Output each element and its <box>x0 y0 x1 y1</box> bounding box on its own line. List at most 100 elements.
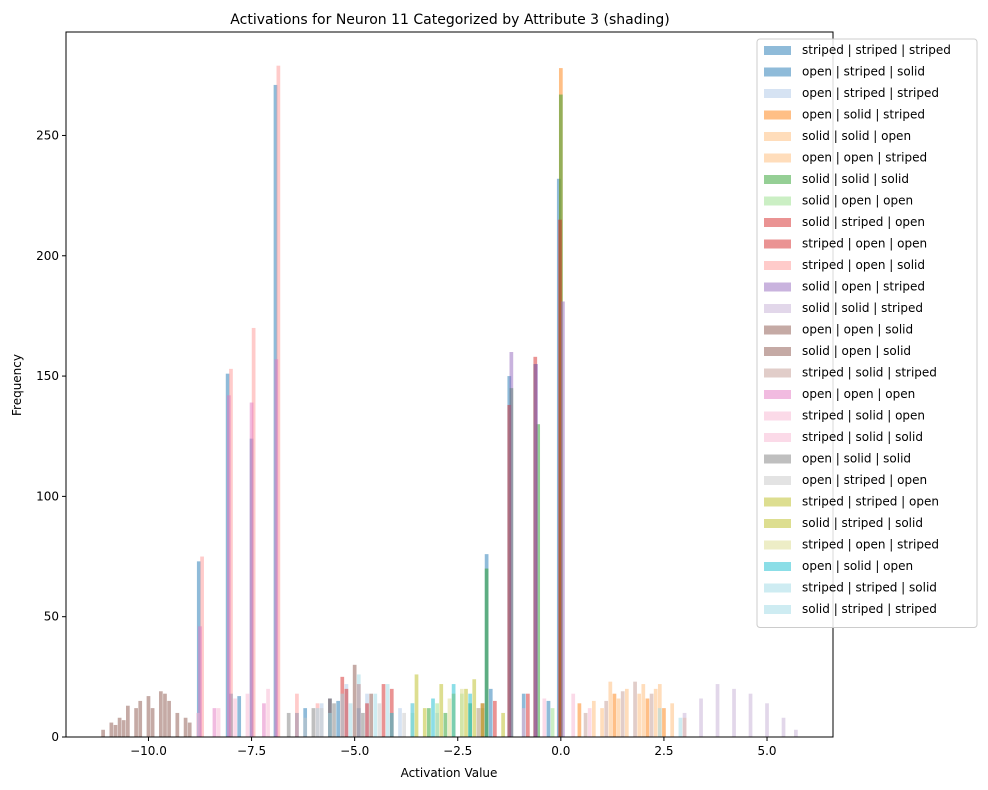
histogram-bar <box>361 712 365 737</box>
legend-swatch <box>764 583 791 593</box>
histogram-bar <box>794 729 798 737</box>
x-axis: −10.0 −7.5 −5.0 −2.5 0.0 2.5 5.0 <box>130 737 777 758</box>
histogram-bar <box>657 708 662 737</box>
legend-swatch <box>764 562 791 571</box>
legend-label: striped | open | solid <box>802 258 925 272</box>
histogram-bar <box>200 556 204 737</box>
histogram-bar <box>583 712 588 737</box>
legend-swatch <box>764 497 791 507</box>
histogram-bar <box>451 684 456 737</box>
y-tick-label: 0 <box>51 730 59 744</box>
histogram-bar <box>113 724 118 737</box>
histogram-bar <box>732 688 736 737</box>
histogram-bar <box>715 684 720 737</box>
histogram-bar <box>266 688 270 737</box>
legend-label: striped | open | striped <box>802 538 939 552</box>
histogram-bar <box>507 404 512 737</box>
histogram-bar <box>146 696 151 737</box>
histogram-bar <box>534 364 538 737</box>
legend-swatch <box>764 325 791 335</box>
histogram-bar <box>653 688 658 737</box>
y-tick-label: 150 <box>36 369 59 383</box>
histogram-bar <box>422 708 427 737</box>
legend-label: solid | solid | solid <box>802 172 909 186</box>
legend-label: solid | striped | open <box>802 215 925 229</box>
histogram-bar <box>237 696 242 737</box>
histogram-bar <box>620 691 625 737</box>
histogram-bar <box>402 712 406 737</box>
histogram-bar <box>315 708 320 737</box>
legend-swatch <box>764 153 791 163</box>
legend-label: solid | open | striped <box>802 280 925 294</box>
legend-swatch <box>764 368 791 378</box>
histogram-bar <box>229 368 233 737</box>
histogram-bar <box>591 700 596 737</box>
legend-swatch <box>764 89 791 98</box>
legend-swatch <box>764 261 791 270</box>
histogram-bar <box>561 301 565 737</box>
legend-swatch <box>764 347 791 356</box>
histogram-bar <box>262 703 266 737</box>
x-tick-label: −2.5 <box>443 744 472 758</box>
legend-label: open | solid | striped <box>802 108 925 122</box>
legend-label: open | open | open <box>802 387 915 401</box>
histogram-bar <box>414 674 419 737</box>
histogram-bar <box>484 568 489 737</box>
legend-label: solid | open | open <box>802 194 913 208</box>
histogram-bar <box>369 693 374 737</box>
legend-label: open | striped | solid <box>802 65 925 79</box>
bars-layer <box>101 65 798 737</box>
histogram-bar <box>608 681 613 737</box>
histogram-bar <box>328 712 332 737</box>
histogram-bar <box>488 688 493 737</box>
histogram-bar <box>682 712 687 737</box>
x-axis-label: Activation Value <box>401 766 498 780</box>
histogram-bar <box>138 700 143 737</box>
chart-title: Activations for Neuron 11 Categorized by… <box>230 12 669 28</box>
legend-swatch <box>764 433 791 442</box>
legend-label: open | solid | open <box>802 559 913 573</box>
histogram-bar <box>295 693 299 737</box>
histogram-bar <box>398 708 402 737</box>
histogram-bar <box>662 708 666 737</box>
legend-swatch <box>764 304 791 313</box>
legend-swatch <box>764 605 791 614</box>
histogram-bar <box>521 708 526 737</box>
legend-swatch <box>764 196 791 206</box>
histogram-bar <box>187 722 192 737</box>
histogram-bar <box>249 402 254 737</box>
y-axis: 0 50 100 150 200 250 <box>36 128 66 744</box>
x-tick-label: −7.5 <box>237 744 266 758</box>
histogram-bar <box>649 693 654 737</box>
histogram-bar <box>637 693 642 737</box>
histogram-bar <box>175 712 180 737</box>
legend-label: open | striped | open <box>802 473 927 487</box>
y-tick-label: 250 <box>36 128 59 142</box>
histogram-bar <box>340 693 345 737</box>
y-axis-label: Frequency <box>10 354 24 416</box>
legend-label: solid | open | solid <box>802 344 911 358</box>
histogram-bar <box>525 693 530 737</box>
histogram-bar <box>410 703 415 737</box>
histogram-bar <box>431 698 435 737</box>
histogram-bar <box>319 708 324 737</box>
histogram-bar <box>493 700 497 737</box>
legend-label: striped | striped | striped <box>802 43 951 57</box>
histogram-bar <box>134 708 138 737</box>
histogram-bar <box>624 688 629 737</box>
x-tick-label: 0.0 <box>551 744 570 758</box>
legend-swatch <box>764 110 791 120</box>
histogram-bar <box>558 219 562 737</box>
histogram-bar <box>167 700 171 737</box>
histogram-bar <box>443 712 448 737</box>
histogram-bar <box>163 693 167 737</box>
histogram-bar <box>212 708 217 737</box>
x-tick-label: 2.5 <box>654 744 673 758</box>
legend-swatch <box>764 239 791 249</box>
legend-swatch <box>764 411 791 421</box>
legend-label: open | solid | solid <box>802 452 911 466</box>
histogram-bar <box>276 65 281 737</box>
histogram-bar <box>311 708 316 737</box>
histogram-bar <box>303 717 308 737</box>
